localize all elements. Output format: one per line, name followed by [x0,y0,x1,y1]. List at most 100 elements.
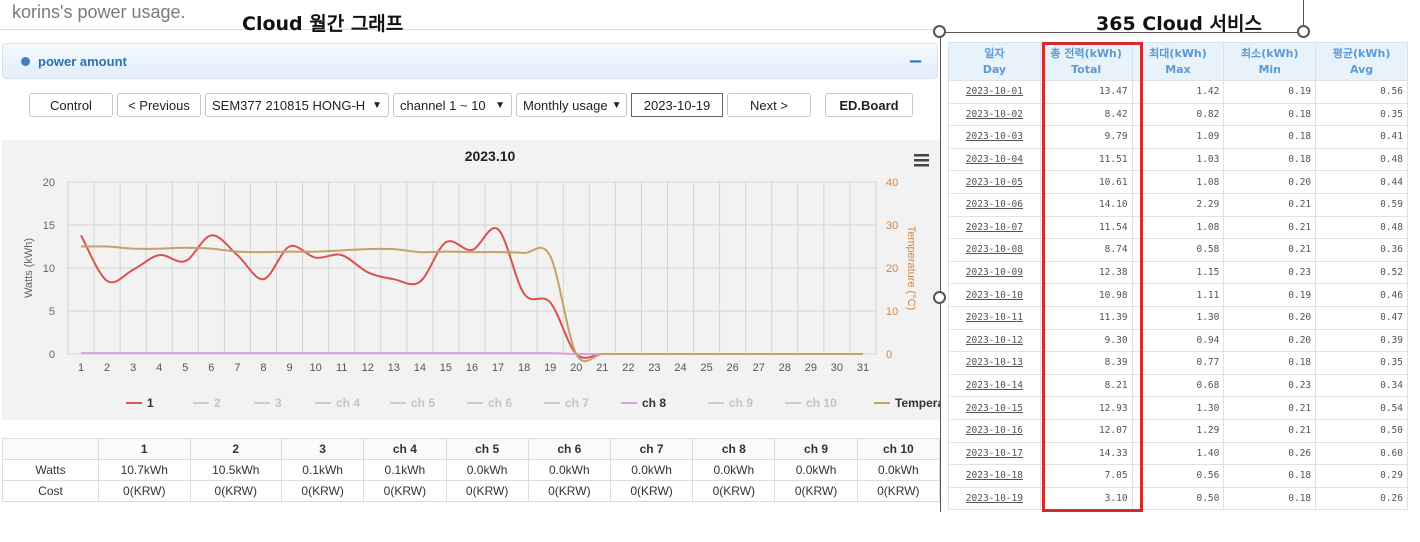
daily-cell: 0.20 [1223,170,1317,194]
control-button[interactable]: Control [29,93,113,117]
table-row: 2023-10-05 10.61 1.08 0.20 0.44 [948,170,1408,194]
day-link[interactable]: 2023-10-06 [948,192,1041,217]
x-tick-label: 12 [362,362,374,374]
day-link[interactable]: 2023-10-15 [948,396,1041,420]
daily-cell: 0.77 [1131,351,1225,375]
legend-item: ch 8 [642,396,666,410]
daily-cell: 0.36 [1315,238,1408,262]
x-tick-label: 8 [260,362,266,374]
summary-cell: Watts [2,459,99,481]
total-column-highlight [1042,42,1143,512]
day-link[interactable]: 2023-10-18 [948,464,1041,488]
day-link[interactable]: 2023-10-14 [948,373,1041,398]
x-tick-label: 16 [466,362,478,374]
x-tick-label: 3 [130,362,136,374]
day-link[interactable]: 2023-10-10 [948,283,1041,307]
daily-cell: 0.50 [1131,486,1225,511]
summary-header-cell: ch 5 [445,438,529,460]
x-tick-label: 22 [622,362,634,374]
daily-header-row: 일자 Day 총 전력(kWh) Total 최대(kWh) Max 최소(kWh) Min 평… [948,42,1408,81]
daily-cell: 0.50 [1315,418,1408,443]
resize-handle[interactable] [1297,25,1310,38]
minus-icon[interactable]: − [907,51,923,72]
y-tick-label: 20 [43,177,55,189]
day-link[interactable]: 2023-10-13 [948,351,1041,375]
hamburger-menu-icon [914,159,929,162]
mode-select[interactable]: Monthly usage ▼ [516,93,627,117]
y2-tick-label: 20 [886,263,898,275]
x-tick-label: 14 [414,362,426,374]
daily-cell: 0.41 [1315,125,1408,149]
daily-cell: 0.26 [1223,441,1317,466]
device-select[interactable]: SEM377 210815 HONG-H ▼ [205,93,389,117]
daily-cell: 0.48 [1315,215,1408,240]
date-input[interactable]: 2023-10-19 [631,93,723,117]
day-link[interactable]: 2023-10-08 [948,238,1041,262]
daily-cell: 0.54 [1315,396,1408,420]
table-row: 2023-10-09 12.38 1.15 0.23 0.52 [948,260,1408,285]
previous-button[interactable]: < Previous [117,93,201,117]
y-tick-label: 0 [49,349,55,361]
table-row: 2023-10-15 12.93 1.30 0.21 0.54 [948,396,1408,420]
legend-item: 1 [147,396,154,410]
legend-item: ch 4 [336,396,360,410]
daily-header-cell: 총 전력(kWh) Total [1039,42,1133,81]
daily-cell: 0.26 [1315,486,1408,511]
circle-info-icon [21,57,30,66]
summary-cell: 0(KRW) [856,480,941,502]
x-tick-label: 23 [648,362,660,374]
day-link[interactable]: 2023-10-02 [948,102,1041,127]
summary-header-cell: ch 4 [363,438,447,460]
summary-cell: 0(KRW) [774,480,858,502]
summary-cell: Cost [2,480,99,502]
day-link[interactable]: 2023-10-17 [948,441,1041,466]
daily-header-cell: 최대(kWh) Max [1131,42,1225,81]
legend-item: Temperature (°C) [895,396,940,410]
daily-cell: 0.35 [1315,351,1408,375]
day-link[interactable]: 2023-10-12 [948,328,1041,353]
table-row: 2023-10-08 8.74 0.58 0.21 0.36 [948,238,1408,262]
daily-cell: 0.39 [1315,328,1408,353]
chevron-down-icon: ▼ [495,99,505,111]
x-tick-label: 7 [234,362,240,374]
table-row: Watts 10.7kWh 10.5kWh 0.1kWh 0.1kWh 0.0kWh 0.0… [2,459,941,481]
daily-cell: 0.19 [1223,283,1317,307]
summary-cell: 0.0kWh [527,459,611,481]
daily-cell: 0.58 [1131,238,1225,262]
day-link[interactable]: 2023-10-19 [948,486,1041,511]
day-link[interactable]: 2023-10-04 [948,147,1041,172]
resize-handle[interactable] [933,291,946,304]
ed-board-button[interactable]: ED.Board [825,93,913,117]
daily-cell: 0.23 [1223,260,1317,285]
x-tick-label: 27 [753,362,765,374]
daily-cell: 1.15 [1131,260,1225,285]
table-row: 2023-10-14 8.21 0.68 0.23 0.34 [948,373,1408,398]
handle-stem [1303,0,1304,26]
day-link[interactable]: 2023-10-11 [948,305,1041,330]
day-link[interactable]: 2023-10-01 [948,80,1041,104]
chevron-down-icon: ▼ [372,99,382,111]
caption-365-cloud-service: 365 Cloud 서비스 [1096,13,1262,35]
summary-header-cell: ch 9 [774,438,858,460]
resize-handle[interactable] [933,25,946,38]
day-link[interactable]: 2023-10-09 [948,260,1041,285]
next-button[interactable]: Next > [727,93,811,117]
daily-cell: 0.59 [1315,192,1408,217]
daily-cell: 1.29 [1131,418,1225,443]
day-link[interactable]: 2023-10-07 [948,215,1041,240]
daily-cell: 0.18 [1223,464,1317,488]
channel-select[interactable]: channel 1 ~ 10 ▼ [393,93,512,117]
daily-cell: 0.35 [1315,102,1408,127]
daily-cell: 0.21 [1223,238,1317,262]
daily-cell: 0.18 [1223,125,1317,149]
x-tick-label: 17 [492,362,504,374]
x-tick-label: 24 [674,362,686,374]
y2-axis-label: Temperature (°C) [905,226,917,310]
day-link[interactable]: 2023-10-16 [948,418,1041,443]
daily-cell: 1.03 [1131,147,1225,172]
day-link[interactable]: 2023-10-05 [948,170,1041,194]
vertical-divider [940,32,941,512]
day-link[interactable]: 2023-10-03 [948,125,1041,149]
daily-cell: 0.20 [1223,305,1317,330]
